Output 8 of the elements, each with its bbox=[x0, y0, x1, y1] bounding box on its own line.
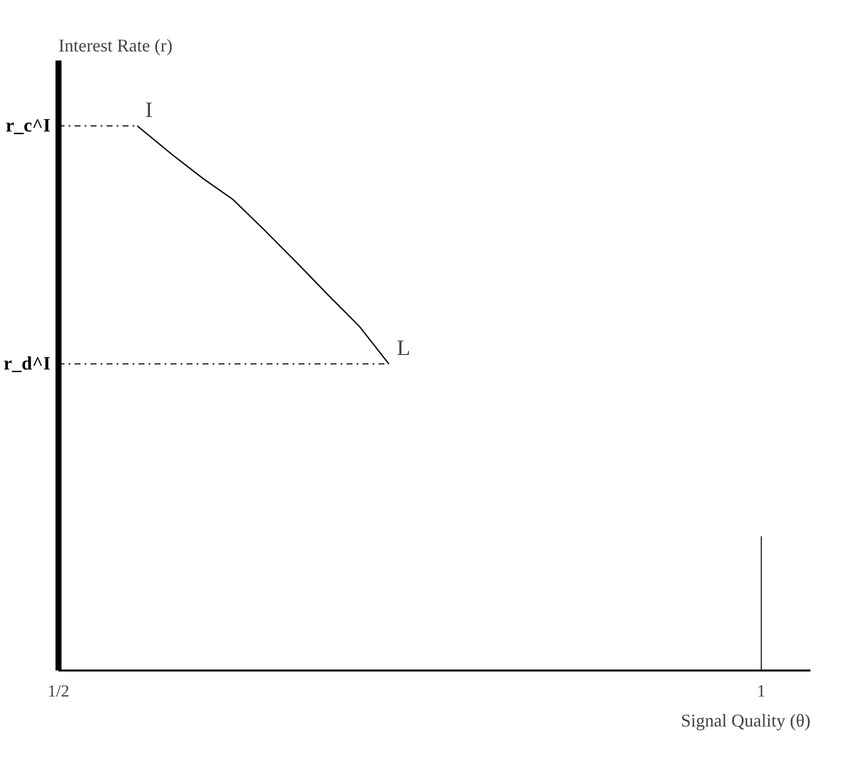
annotation: L bbox=[396, 334, 410, 360]
annotation: I bbox=[145, 96, 153, 122]
ref-line-label: r_c^I bbox=[6, 115, 51, 136]
x-tick-label: 1/2 bbox=[48, 682, 70, 700]
ref-line-label: r_d^I bbox=[4, 353, 51, 374]
x-axis-title: Signal Quality (θ) bbox=[680, 710, 811, 730]
x-tick-label: 1 bbox=[757, 682, 766, 700]
y-axis-title: Interest Rate (r) bbox=[58, 36, 172, 56]
